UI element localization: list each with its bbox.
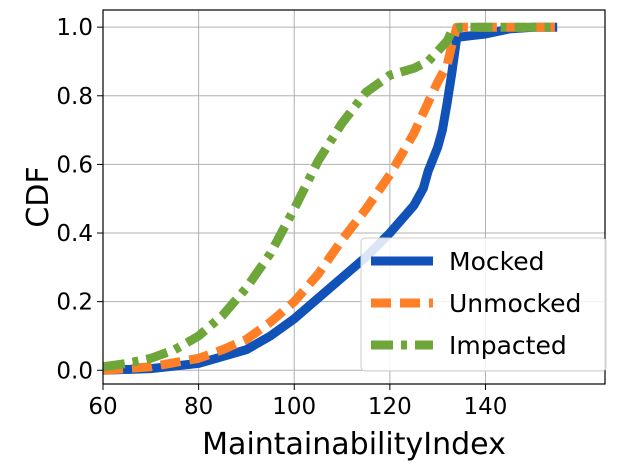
y-tick-label: 1.0 (56, 15, 93, 41)
series-line-impacted (103, 22, 558, 372)
y-tick-label: 0.8 (56, 84, 93, 110)
legend-label-mocked: Mocked (449, 247, 544, 276)
y-axis-ticks: 0.0 0.2 0.4 0.6 0.8 1.0 (56, 15, 103, 384)
x-tick-label: 120 (368, 394, 412, 420)
y-axis-title: CDF (21, 166, 56, 227)
y-tick-label: 0.6 (56, 152, 93, 178)
y-tick-label: 0.0 (56, 358, 93, 384)
x-tick-label: 140 (464, 394, 508, 420)
legend-label-unmocked: Unmocked (449, 289, 581, 318)
plot-frame (102, 9, 606, 385)
x-tick-label: 60 (88, 394, 117, 420)
series-layer (103, 22, 558, 375)
series-line-mocked (103, 22, 558, 375)
x-tick-label: 80 (184, 394, 213, 420)
y-tick-label: 0.4 (56, 221, 93, 247)
x-axis-ticks: 60 80 100 120 140 (88, 384, 507, 420)
legend-box (360, 237, 607, 372)
x-tick-label: 100 (272, 394, 316, 420)
x-axis-title: MaintainabilityIndex (202, 427, 506, 462)
grid-lines (102, 10, 605, 384)
legend: Mocked Unmocked Impacted (360, 237, 607, 372)
y-tick-label: 0.2 (56, 290, 93, 316)
legend-label-impacted: Impacted (449, 331, 567, 360)
